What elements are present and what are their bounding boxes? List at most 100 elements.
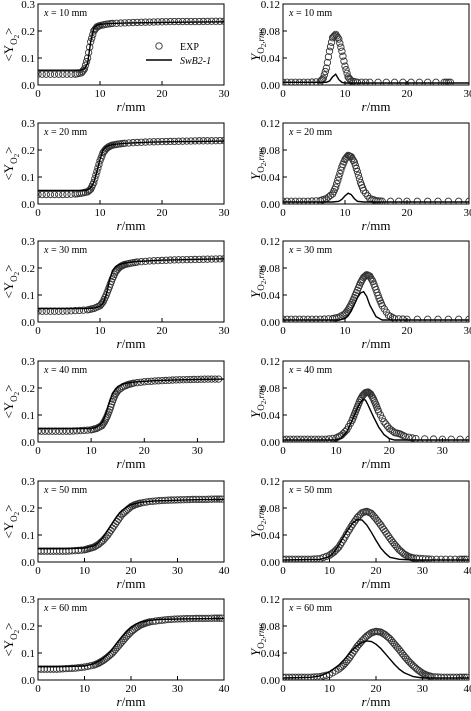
panel-annotation: x = 40 mm	[288, 365, 332, 376]
y-label-subsub: 2	[13, 391, 21, 395]
model-line	[283, 290, 469, 321]
y-label-subsub: 2	[13, 34, 21, 38]
x-tick-label: 0	[35, 88, 41, 100]
panel-rms-x10: 0 10 20 30 0.00 0.04 0.08 0.12 r/mm YO2,rms x = 10…	[248, 0, 471, 114]
exp-marker	[355, 175, 364, 183]
x-tick-label: 0	[280, 88, 286, 100]
y-label-open: <Y	[1, 401, 16, 418]
data-group	[38, 495, 224, 555]
model-line	[283, 518, 469, 561]
annotation-var: x	[288, 485, 294, 496]
annotation-value: = 20 mm	[48, 127, 87, 138]
y-tick-label: 0.3	[21, 594, 35, 606]
exp-marker	[334, 176, 342, 185]
y-label-sub: O	[256, 47, 266, 54]
y-axis-label: YO2,rms	[248, 265, 268, 298]
x-tick-label: 10	[79, 565, 91, 577]
axes-frame	[37, 360, 225, 443]
y-label-tail: ,rms	[256, 28, 266, 44]
axes-frame	[37, 240, 225, 323]
x-tick-label: 30	[464, 88, 471, 100]
x-axis-label-unit: /mm	[122, 456, 146, 471]
y-tick-label: 0.1	[21, 648, 35, 660]
y-label-open: <Y	[1, 44, 16, 61]
exp-marker	[59, 70, 67, 78]
y-tick-label: 0.08	[261, 621, 281, 633]
annotation-value: = 50 mm	[293, 485, 332, 496]
x-axis-label-unit: /mm	[122, 694, 146, 709]
y-tick-label: 0.1	[21, 530, 35, 542]
x-tick-label: 0	[280, 445, 286, 457]
y-label-sub: O	[256, 642, 266, 649]
exp-marker	[376, 197, 384, 204]
exp-marker	[73, 427, 81, 435]
data-group	[283, 151, 469, 204]
panel-rms-x60: 0 10 20 30 40 0.00 0.04 0.08 0.12 r/mm YO2,rms x = …	[248, 594, 471, 709]
exp-marker	[50, 190, 59, 199]
y-tick-label: 0.12	[261, 356, 280, 368]
annotation-value: = 60 mm	[293, 603, 332, 614]
y-label-open: <Y	[1, 163, 16, 180]
exp-marker	[323, 58, 332, 67]
y-axis-label: YO2,rms	[248, 28, 268, 61]
y-label-var: Y	[248, 171, 263, 180]
x-tick-label: 0	[35, 207, 41, 219]
y-axis-label: <YO2>	[1, 622, 21, 656]
y-axis-label: <YO2>	[1, 27, 21, 61]
exp-marker	[354, 171, 363, 179]
y-tick-label: 0.3	[21, 118, 35, 130]
y-tick-label: 0.2	[21, 26, 35, 38]
x-tick-label: 0	[280, 207, 286, 219]
panel-annotation: x = 20 mm	[43, 127, 87, 138]
y-label-open: <Y	[1, 521, 16, 538]
annotation-value: = 10 mm	[48, 8, 87, 19]
x-tick-label: 30	[172, 683, 184, 695]
legend-exp-marker	[155, 42, 163, 50]
exp-marker	[322, 64, 331, 72]
exp-marker	[38, 70, 46, 78]
panel-mean-x50: 0 10 20 30 40 0.0 0.1 0.2 0.3 r/mm <YO2> x = 50 mm	[1, 476, 230, 591]
exp-marker	[408, 434, 416, 442]
x-tick-label: 40	[464, 565, 471, 577]
y-tick-label: 0.12	[261, 236, 280, 248]
x-tick-label: 10	[95, 325, 107, 337]
x-tick-label: 0	[35, 683, 41, 695]
y-tick-label: 0.04	[261, 530, 281, 542]
x-axis-label-var: r	[362, 694, 368, 709]
annotation-var: x	[288, 365, 294, 376]
exp-marker	[38, 190, 46, 199]
exp-marker	[342, 66, 350, 74]
x-tick-label: 20	[126, 683, 138, 695]
model-line	[283, 192, 469, 203]
y-tick-label: 0.2	[21, 145, 35, 157]
exp-marker	[75, 306, 83, 315]
y-label-sub: O	[9, 38, 19, 45]
y-label-var: Y	[248, 647, 263, 656]
annotation-value: = 20 mm	[293, 127, 332, 138]
y-tick-label: 0.04	[261, 172, 281, 184]
x-axis-label-var: r	[117, 218, 123, 233]
x-tick-label: 10	[95, 207, 107, 219]
x-axis-label-unit: /mm	[122, 99, 146, 114]
axes-frame	[282, 360, 470, 443]
y-label-subsub: 2	[260, 43, 268, 47]
annotation-var: x	[288, 603, 294, 614]
model-line	[283, 398, 469, 441]
exp-marker	[352, 164, 361, 173]
panel-annotation: x = 60 mm	[43, 603, 87, 614]
x-axis-label: r/mm	[362, 99, 391, 114]
x-tick-label: 30	[437, 445, 449, 457]
x-tick-label: 20	[371, 565, 383, 577]
x-axis-label-var: r	[117, 576, 123, 591]
exp-marker	[326, 43, 335, 51]
x-axis-label-var: r	[117, 99, 123, 114]
y-tick-label: 0.12	[261, 118, 280, 130]
y-label-open: <Y	[1, 639, 16, 656]
x-axis-label: r/mm	[117, 694, 146, 709]
x-tick-label: 20	[157, 207, 169, 219]
annotation-var: x	[43, 603, 49, 614]
exp-marker	[336, 39, 344, 47]
exp-marker	[399, 432, 408, 440]
y-label-sub: O	[9, 395, 19, 402]
data-group	[283, 30, 469, 85]
